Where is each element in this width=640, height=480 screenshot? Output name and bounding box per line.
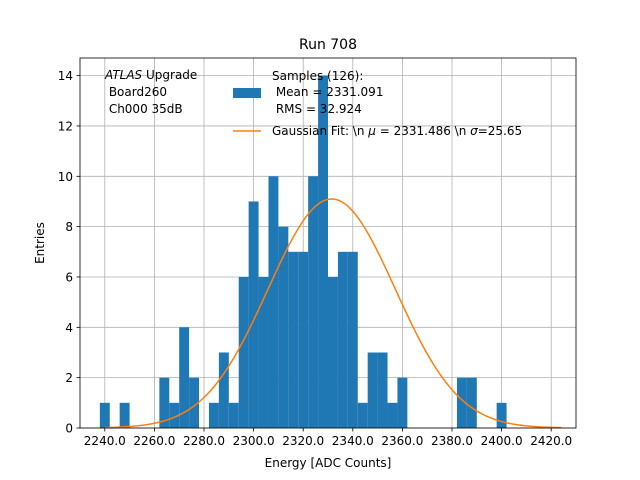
histogram-bar [208,402,219,428]
histogram-bar [367,352,378,428]
y-axis-ticks: 0 2 4 6 8 10 12 14 [58,69,80,436]
x-tick-label: 2280.0 [183,434,225,448]
y-tick-label: 10 [58,170,73,184]
atlas-annotation: ATLAS Upgrade Board260 Ch000 35dB [104,68,197,116]
histogram-bar [218,352,229,428]
histogram-bar [228,402,239,428]
histogram-bar [298,251,309,428]
x-tick-label: 2300.0 [233,434,275,448]
histogram-bar [456,377,467,428]
y-tick-label: 6 [65,270,73,284]
histogram-bar [278,226,289,428]
histogram-bar [189,377,200,428]
legend-fit-label: Gaussian Fit: \n μ = 2331.486 \n σ=25.65 [272,124,522,138]
legend-histogram-label-1: Samples (126): [272,69,363,83]
histogram-bar [258,276,269,428]
x-tick-label: 2360.0 [381,434,423,448]
x-tick-label: 2340.0 [332,434,374,448]
x-tick-label: 2420.0 [530,434,572,448]
histogram-bar [308,176,319,428]
legend-fit-middle: = 2331.486 \n [376,124,470,138]
legend-fit-sigma: σ [470,124,478,138]
histogram-bar [496,402,507,428]
annotation-line-3: Ch000 35dB [105,102,183,116]
histogram-bar [288,251,299,428]
legend: Samples (126): Mean = 2331.091 RMS = 32.… [233,69,522,138]
x-tick-label: 2240.0 [84,434,126,448]
y-axis-label: Entries [33,222,47,264]
histogram-bar [347,251,358,428]
x-tick-label: 2380.0 [431,434,473,448]
histogram-bar [466,377,477,428]
annotation-atlas-italic: ATLAS [104,68,143,82]
plot-frame [79,57,577,429]
histogram-bar [99,402,110,428]
histogram-bar [179,327,190,428]
histogram-bar [318,75,328,428]
y-tick-label: 12 [58,119,73,133]
x-tick-label: 2260.0 [133,434,175,448]
legend-fit-prefix: Gaussian Fit: \n [272,124,368,138]
histogram-bar [119,402,130,428]
legend-fit-mu: μ [367,124,376,138]
histogram-bar [397,377,408,428]
y-tick-label: 4 [65,321,73,335]
annotation-upgrade: Upgrade [142,68,197,82]
legend-histogram-swatch [233,88,261,98]
legend-histogram-label-3: RMS = 32.924 [272,102,362,116]
x-tick-label: 2400.0 [481,434,523,448]
legend-histogram-label-2: Mean = 2331.091 [272,85,383,99]
chart-title: Run 708 [299,37,357,53]
annotation-line-2: Board260 [105,85,167,99]
y-tick-label: 8 [65,220,73,234]
histogram-bar [159,377,170,428]
y-tick-label: 0 [65,422,73,436]
histogram-bar [248,201,259,428]
histogram-bar [169,402,180,428]
x-tick-label: 2320.0 [282,434,324,448]
x-axis-ticks: 2240.0 2260.0 2280.0 2300.0 2320.0 2340.0 2360… [84,428,572,448]
x-axis-label: Energy [ADC Counts] [265,456,392,470]
histogram-bars [99,75,507,428]
gaussian-fit-curve [104,198,562,429]
histogram-bar [387,402,398,428]
histogram-bar [238,276,249,428]
histogram-bar [328,276,338,428]
y-tick-label: 14 [58,69,73,83]
legend-fit-suffix: =25.65 [478,124,522,138]
annotation-line-1: ATLAS Upgrade [104,68,197,82]
histogram-bar [268,176,279,428]
histogram-bar [357,402,368,428]
y-tick-label: 2 [65,371,73,385]
histogram-bar [377,352,388,428]
histogram-bar [337,251,348,428]
